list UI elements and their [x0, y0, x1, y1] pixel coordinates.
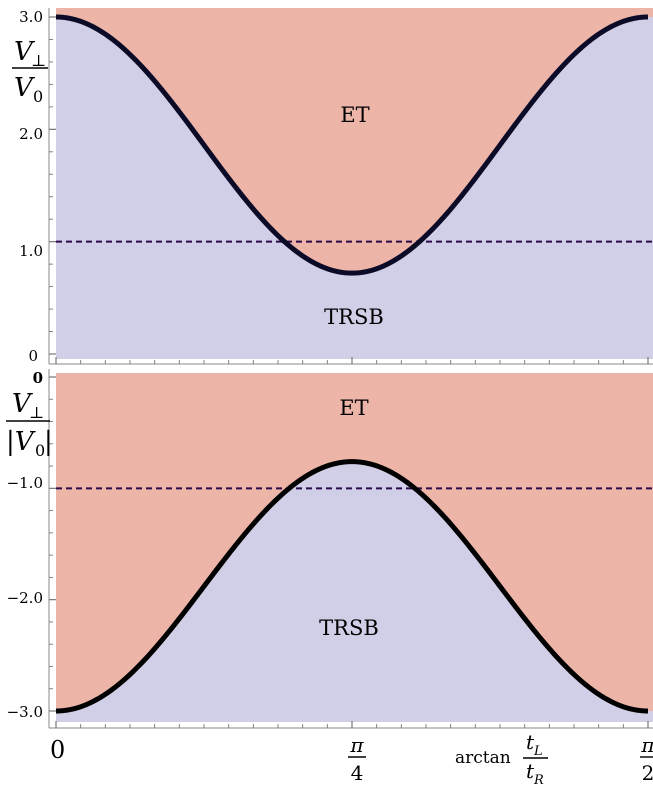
xtick-label-zero: 0 [50, 736, 65, 764]
svg-text:⊥: ⊥ [29, 403, 44, 422]
top-y-axis-label: V ⊥ V 0 [12, 37, 48, 106]
bottom-panel: ET TRSB 0 −1.0 −2.0 −3.0 V ⊥ |V 0 | [6, 369, 653, 729]
top-x-ticks [55, 357, 649, 364]
svg-text:L: L [533, 744, 543, 759]
bottom-ytick-label-1: −1.0 [7, 474, 43, 492]
bottom-curve-line [55, 459, 649, 714]
bottom-ytick-label-3: −3.0 [7, 703, 43, 721]
bottom-y-ticks [49, 376, 56, 712]
top-ytick-label-0: 0 [28, 347, 38, 365]
svg-text:V: V [14, 73, 35, 103]
bottom-trsb-label: TRSB [319, 616, 379, 640]
svg-text:2: 2 [642, 761, 653, 785]
top-y-ticks [49, 16, 56, 355]
bottom-ytick-label-2: −2.0 [7, 589, 43, 607]
bottom-ytick-label-0: 0 [33, 369, 43, 387]
bottom-y-axis-label: V ⊥ |V 0 | [6, 389, 53, 460]
bottom-et-region [56, 373, 653, 711]
top-panel: ET TRSB 3.0 2.0 1.0 0 V ⊥ V 0 [12, 8, 653, 365]
top-trsb-label: TRSB [324, 305, 384, 329]
bottom-x-ticks [55, 721, 649, 728]
svg-text:π: π [349, 733, 364, 757]
xtick-label-pi-over-4: π 4 [348, 733, 366, 785]
top-et-region [56, 8, 653, 274]
top-ytick-label-2: 2.0 [19, 125, 43, 143]
svg-text:π: π [640, 733, 653, 757]
xtick-label-pi-over-2: π 2 [640, 733, 653, 785]
svg-text:|: | [44, 427, 53, 457]
svg-text:V: V [12, 389, 33, 419]
svg-text:arctan: arctan [455, 748, 511, 768]
top-curve-line [55, 14, 649, 276]
bottom-et-label: ET [339, 396, 368, 420]
x-axis-label: arctan t L t R [455, 730, 548, 787]
top-ytick-label-1: 1.0 [19, 242, 43, 260]
x-axis-labels: 0 π 4 π 2 arctan t L t R [50, 730, 653, 787]
svg-text:|V: |V [6, 427, 36, 457]
svg-text:t: t [526, 759, 535, 783]
top-ytick-label-3: 3.0 [19, 8, 43, 26]
svg-text:0: 0 [33, 87, 43, 106]
svg-text:⊥: ⊥ [31, 51, 46, 70]
svg-text:4: 4 [351, 761, 364, 785]
svg-text:R: R [533, 773, 544, 787]
svg-text:0: 0 [35, 441, 45, 460]
svg-text:t: t [526, 730, 535, 754]
top-et-label: ET [340, 103, 369, 127]
svg-text:V: V [14, 37, 35, 67]
